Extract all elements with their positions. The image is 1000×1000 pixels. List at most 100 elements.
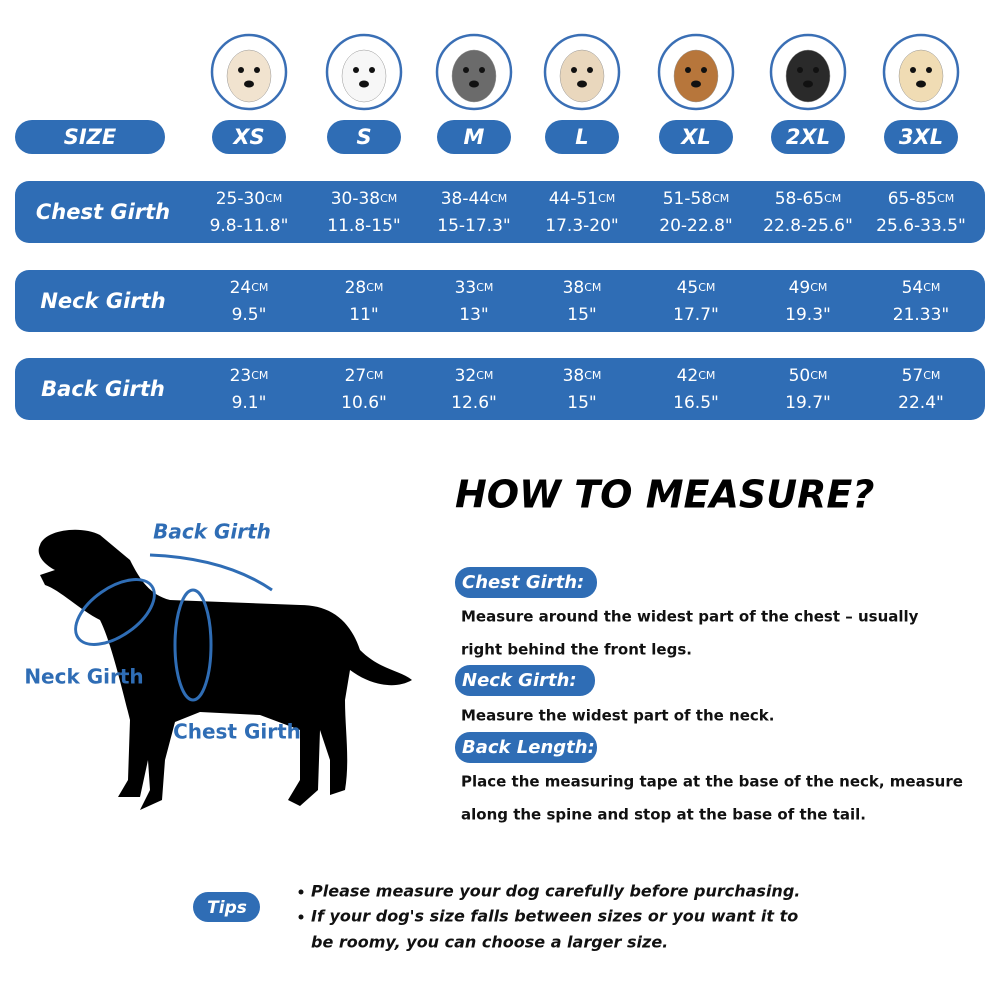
cm-value: 51-58CM [663,189,730,209]
cm-value: 38-44CM [441,189,508,209]
cm-unit: CM [923,281,940,294]
cm-number: 38 [563,278,585,298]
cm-value: 44-51CM [549,189,616,209]
size-label: M [464,125,485,149]
cm-unit: CM [265,192,282,205]
dog-eye [926,67,932,73]
tip-text: be roomy, you can choose a larger size. [311,933,668,952]
cm-value: 42CM [677,366,716,386]
cm-number: 54 [902,278,924,298]
cm-number: 38 [563,366,585,386]
cm-unit: CM [824,192,841,205]
dog-face [898,49,944,103]
dog-nose [469,80,479,88]
cm-number: 44-51 [549,189,598,209]
inch-value: 16.5" [673,393,719,413]
howto-pill [455,567,597,598]
row-band [15,270,985,332]
inch-value: 9.8-11.8" [210,216,289,236]
cm-value: 23CM [230,366,269,386]
size-pill [327,120,401,154]
dog-face [341,49,387,103]
cm-value: 38CM [563,366,602,386]
cm-unit: CM [712,192,729,205]
cm-value: 45CM [677,278,716,298]
cm-value: 32CM [455,366,494,386]
dog-eye [353,67,359,73]
cm-value: 54CM [902,278,941,298]
size-label: XS [231,125,264,149]
cm-value: 49CM [789,278,828,298]
cm-value: 30-38CM [331,189,398,209]
cm-unit: CM [366,281,383,294]
cm-unit: CM [937,192,954,205]
size-label: L [575,125,588,149]
cm-unit: CM [476,281,493,294]
size-pill [437,120,511,154]
cm-number: 57 [902,366,924,386]
cm-number: 45 [677,278,699,298]
cm-value: 27CM [345,366,384,386]
dog-face [673,49,719,103]
inch-value: 21.33" [893,305,950,325]
dog-eye [571,67,577,73]
neck-girth-label: Neck Girth [24,665,143,689]
dog-eye [910,67,916,73]
back-girth-label: Back Girth [153,520,271,544]
cm-unit: CM [923,369,940,382]
dog-nose [916,80,926,88]
cm-number: 24 [230,278,252,298]
dog-eye [797,67,803,73]
inch-value: 17.3-20" [545,216,618,236]
dog-nose [691,80,701,88]
cm-number: 58-65 [775,189,824,209]
cm-value: 25-30CM [216,189,283,209]
inch-value: 19.3" [785,305,831,325]
cm-number: 32 [455,366,477,386]
howto-text: Measure the widest part of the neck. [461,707,774,725]
size-pill [884,120,958,154]
dog-nose [577,80,587,88]
cm-unit: CM [584,281,601,294]
inch-value: 11" [349,305,378,325]
tips-pill [193,892,260,922]
cm-number: 51-58 [663,189,712,209]
size-pill [545,120,619,154]
row-label: Chest Girth [36,200,170,224]
inch-value: 9.5" [232,305,267,325]
howto-text: Measure around the widest part of the ch… [461,608,919,626]
dog-eye [701,67,707,73]
size-label: 2XL [786,125,830,149]
inch-value: 25.6-33.5" [876,216,966,236]
tips-label: Tips [207,898,247,918]
dog-eye [813,67,819,73]
cm-number: 27 [345,366,367,386]
howto-text: right behind the front legs. [461,641,692,659]
cm-number: 65-85 [888,189,937,209]
cm-value: 28CM [345,278,384,298]
cm-number: 25-30 [216,189,265,209]
row-band [15,358,985,420]
cm-number: 38-44 [441,189,490,209]
dog-nose [803,80,813,88]
size-header-pill [15,120,165,154]
cm-value: 50CM [789,366,828,386]
cm-unit: CM [810,281,827,294]
size-label: S [356,125,371,149]
inch-value: 17.7" [673,305,719,325]
howto-pill [455,732,597,763]
dog-diagram: Back Girth Neck Girth Chest Girth [24,520,412,810]
cm-unit: CM [366,369,383,382]
cm-number: 49 [789,278,811,298]
dog-face [451,49,497,103]
cm-unit: CM [380,192,397,205]
inch-value: 19.7" [785,393,831,413]
inch-value: 22.8-25.6" [763,216,853,236]
dog-silhouette [38,529,412,810]
dog-eye [685,67,691,73]
dog-face [226,49,272,103]
cm-unit: CM [251,369,268,382]
howto-text: Place the measuring tape at the base of … [461,773,963,791]
howto-heading: Chest Girth: [462,572,584,593]
